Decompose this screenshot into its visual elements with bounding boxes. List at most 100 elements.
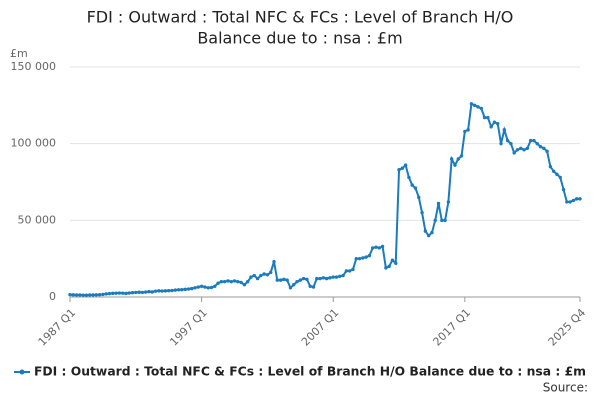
point	[236, 279, 240, 284]
point	[153, 289, 158, 293]
point	[167, 289, 171, 293]
point	[558, 175, 562, 180]
point	[443, 218, 447, 223]
point	[568, 200, 572, 204]
point	[315, 276, 319, 281]
point	[324, 276, 329, 281]
point	[275, 278, 279, 282]
point	[209, 285, 214, 290]
point	[575, 197, 579, 201]
point	[505, 138, 510, 143]
point	[394, 261, 398, 265]
point	[499, 141, 503, 146]
point	[555, 172, 559, 177]
point	[535, 141, 539, 146]
point	[436, 201, 441, 206]
point	[407, 175, 411, 180]
point	[397, 168, 401, 172]
point	[68, 293, 72, 297]
point	[328, 276, 332, 280]
point	[262, 272, 266, 276]
point	[222, 279, 227, 284]
point	[91, 293, 95, 297]
point	[321, 276, 326, 280]
legend-swatch	[19, 369, 25, 375]
point	[226, 279, 230, 283]
point	[130, 291, 135, 295]
point	[288, 286, 293, 290]
point	[124, 291, 128, 296]
point	[278, 278, 283, 282]
point	[311, 285, 316, 289]
point	[78, 293, 82, 297]
point	[545, 149, 549, 154]
point	[216, 281, 220, 285]
point	[285, 278, 289, 282]
x-tick-label: 2007 Q1	[299, 306, 342, 349]
point	[482, 115, 487, 120]
point	[410, 183, 414, 187]
point	[463, 129, 467, 134]
point	[74, 293, 79, 297]
point	[229, 279, 233, 284]
point	[239, 280, 243, 285]
point	[420, 210, 424, 215]
y-axis-label: £m	[10, 47, 28, 60]
point	[578, 197, 582, 201]
point	[519, 146, 523, 150]
y-tick-label: 0	[49, 290, 56, 303]
point	[232, 279, 237, 283]
point	[295, 279, 299, 284]
point	[354, 256, 358, 261]
point	[170, 288, 174, 293]
point	[71, 293, 75, 297]
point	[479, 106, 483, 111]
legend-label: FDI : Outward : Total NFC & FCs : Level …	[34, 364, 586, 379]
point	[351, 267, 355, 272]
point	[180, 287, 184, 292]
point	[318, 276, 322, 281]
point	[147, 289, 151, 294]
point	[190, 286, 194, 291]
point	[426, 233, 431, 238]
point	[84, 293, 89, 297]
source: Source:	[543, 381, 588, 395]
point	[548, 164, 553, 169]
point	[492, 120, 497, 124]
point	[305, 277, 309, 282]
point	[94, 293, 99, 297]
point	[380, 244, 385, 249]
point	[542, 146, 546, 150]
point	[403, 163, 408, 167]
point	[459, 154, 464, 158]
point	[81, 293, 85, 297]
point	[255, 276, 260, 281]
point	[440, 218, 444, 223]
x-tick-label: 2017 Q1	[431, 306, 474, 349]
point	[417, 195, 421, 200]
point	[496, 122, 500, 126]
point	[473, 103, 477, 108]
point	[502, 128, 507, 132]
point	[347, 269, 352, 273]
point	[361, 256, 365, 260]
x-tick-label: 2025 Q4	[546, 306, 589, 349]
point	[387, 264, 391, 269]
point	[272, 260, 276, 264]
point	[390, 258, 395, 262]
point	[538, 145, 543, 149]
point	[127, 291, 131, 295]
point	[413, 186, 418, 190]
point	[489, 125, 493, 129]
point	[245, 279, 250, 284]
point	[364, 255, 368, 259]
point	[282, 277, 286, 282]
point	[298, 278, 303, 282]
x-tick-label: 1987 Q1	[36, 306, 79, 349]
point	[249, 275, 253, 279]
point	[104, 292, 108, 296]
point	[252, 273, 256, 278]
point	[430, 230, 434, 235]
point	[334, 275, 339, 279]
